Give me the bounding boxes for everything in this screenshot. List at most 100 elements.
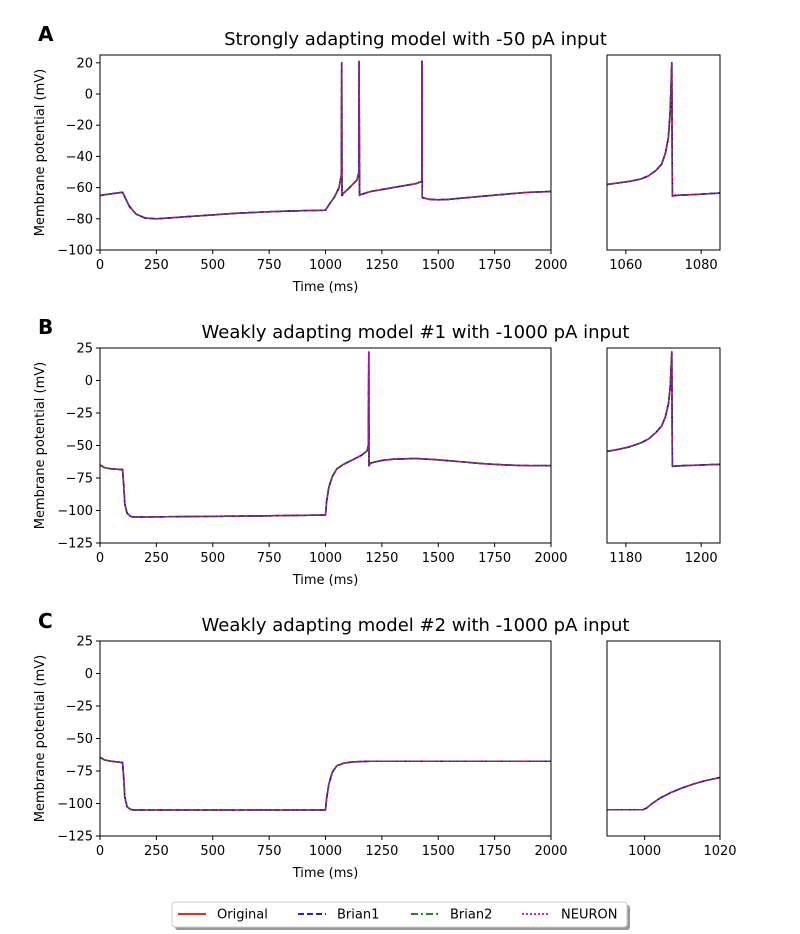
main-axes: 0 250 500 750 1000 1250 1500 1750 2000−125−100−7…	[33, 342, 568, 589]
legend-entry-brian2: Brian2	[411, 908, 492, 923]
panel-b-letter: B	[38, 315, 53, 339]
x-tick-label: 1750	[478, 258, 511, 273]
inset-x-tick-label: 1200	[685, 551, 718, 566]
x-tick-label: 500	[200, 551, 225, 566]
x-tick-label: 1000	[309, 844, 342, 859]
x-tick-label: 1250	[365, 844, 398, 859]
x-tick: 1000	[309, 543, 342, 566]
y-tick-label: −20	[66, 119, 93, 134]
x-tick-label: 1750	[478, 844, 511, 859]
y-tick-label: −100	[57, 244, 93, 259]
inset-axes-frame	[606, 54, 721, 251]
x-tick-label: 2000	[534, 844, 567, 859]
y-tick: −125	[57, 537, 100, 552]
y-tick-label: −40	[66, 150, 93, 165]
y-tick-label: −80	[66, 212, 93, 227]
main-axes: 0 250 500 750 1000 1250 1500 1750 2000 −100 −80 −60…	[33, 54, 568, 295]
y-tick: 25	[76, 635, 100, 650]
y-tick: 25	[76, 342, 100, 357]
x-tick-label: 0	[96, 844, 104, 859]
y-tick-label: −50	[66, 732, 93, 747]
legend-label: NEURON	[561, 908, 617, 923]
inset-x-tick: 1000	[628, 836, 661, 859]
x-tick: 500	[200, 836, 225, 859]
x-tick: 500	[200, 543, 225, 566]
x-tick-label: 0	[96, 258, 104, 273]
x-axis-label: Time (ms)	[292, 280, 359, 295]
x-tick: 1750	[478, 836, 511, 859]
y-tick: −75	[66, 765, 100, 780]
y-tick: −100	[57, 797, 100, 812]
inset-series-line-original	[607, 776, 720, 811]
inset-x-tick-label: 1020	[703, 844, 736, 859]
inset-axes-frame	[606, 347, 721, 544]
y-tick-label: −125	[57, 830, 93, 845]
inset-x-tick: 1020	[703, 836, 737, 859]
series-line-brian2	[100, 351, 551, 518]
inset-x-tick: 1080	[685, 250, 718, 273]
series-line-original	[100, 351, 551, 518]
legend-box	[171, 901, 628, 928]
legend-entry-brian1: Brian1	[298, 908, 379, 923]
y-tick: −40	[66, 150, 100, 165]
x-tick: 1500	[422, 836, 455, 859]
y-tick-label: 0	[85, 88, 93, 103]
panel-b: B Weakly adapting model #1 with -1000 pA…	[33, 315, 721, 589]
inset-axes: 1000 1020	[606, 640, 737, 859]
inset-x-tick: 1180	[609, 543, 642, 566]
inset-trace-overlay	[607, 351, 720, 467]
inset-trace-overlay	[607, 776, 720, 811]
x-tick: 250	[144, 543, 169, 566]
x-tick: 500	[200, 250, 225, 273]
y-tick-label: −25	[66, 407, 93, 422]
x-tick: 1750	[478, 250, 511, 273]
inset-axes: 1180 1200	[606, 347, 721, 566]
inset-series-line-neuron	[607, 351, 720, 468]
y-tick: −125	[57, 830, 100, 845]
x-tick: 1250	[365, 836, 398, 859]
y-tick: −100	[57, 504, 100, 519]
x-tick-label: 750	[257, 844, 282, 859]
inset-trace-overlay	[607, 62, 720, 197]
x-tick-label: 750	[257, 551, 282, 566]
panel-b-title: Weakly adapting model #1 with -1000 pA i…	[202, 322, 630, 343]
x-tick-label: 0	[96, 551, 104, 566]
x-tick: 750	[257, 836, 282, 859]
x-tick: 2000	[534, 250, 568, 273]
x-tick-label: 500	[200, 258, 225, 273]
x-tick: 1500	[422, 543, 455, 566]
y-tick: −60	[66, 181, 100, 196]
y-tick: −80	[66, 212, 100, 227]
series-line-brian2	[100, 60, 551, 220]
legend-label: Brian1	[337, 908, 379, 923]
x-tick: 2000	[534, 543, 568, 566]
y-tick: −75	[66, 472, 100, 487]
legend-label: Original	[217, 908, 268, 923]
inset-series-line-original	[607, 351, 720, 468]
y-tick-label: −75	[66, 765, 93, 780]
panel-a: A Strongly adapting model with -50 pA in…	[33, 22, 721, 295]
inset-x-tick-label: 1060	[609, 258, 642, 273]
y-tick: −25	[66, 700, 100, 715]
panel-c-letter: C	[38, 609, 53, 633]
main-axes: 0 250 500 750 1000 1250 1500 1750 2000−125−100−7…	[33, 635, 568, 882]
y-tick: 0	[85, 667, 100, 682]
series-line-brian2	[100, 756, 551, 811]
x-tick: 750	[257, 250, 282, 273]
y-tick: −50	[66, 439, 100, 454]
x-tick-label: 1250	[365, 258, 398, 273]
panel-a-letter: A	[38, 22, 54, 46]
y-tick-label: −25	[66, 700, 93, 715]
inset-x-tick: 1060	[609, 250, 642, 273]
y-tick-label: 0	[85, 374, 93, 389]
trace-overlay	[100, 351, 551, 518]
y-axis-label: Membrane potential (mV)	[33, 655, 48, 822]
panel-c: C Weakly adapting model #2 with -1000 pA…	[33, 609, 737, 881]
series-group	[100, 756, 551, 811]
inset-series-group	[607, 61, 720, 197]
y-axis-label: Membrane potential (mV)	[33, 69, 48, 236]
y-tick-label: −100	[57, 504, 93, 519]
x-tick: 1500	[422, 250, 455, 273]
axes-frame	[99, 54, 552, 251]
